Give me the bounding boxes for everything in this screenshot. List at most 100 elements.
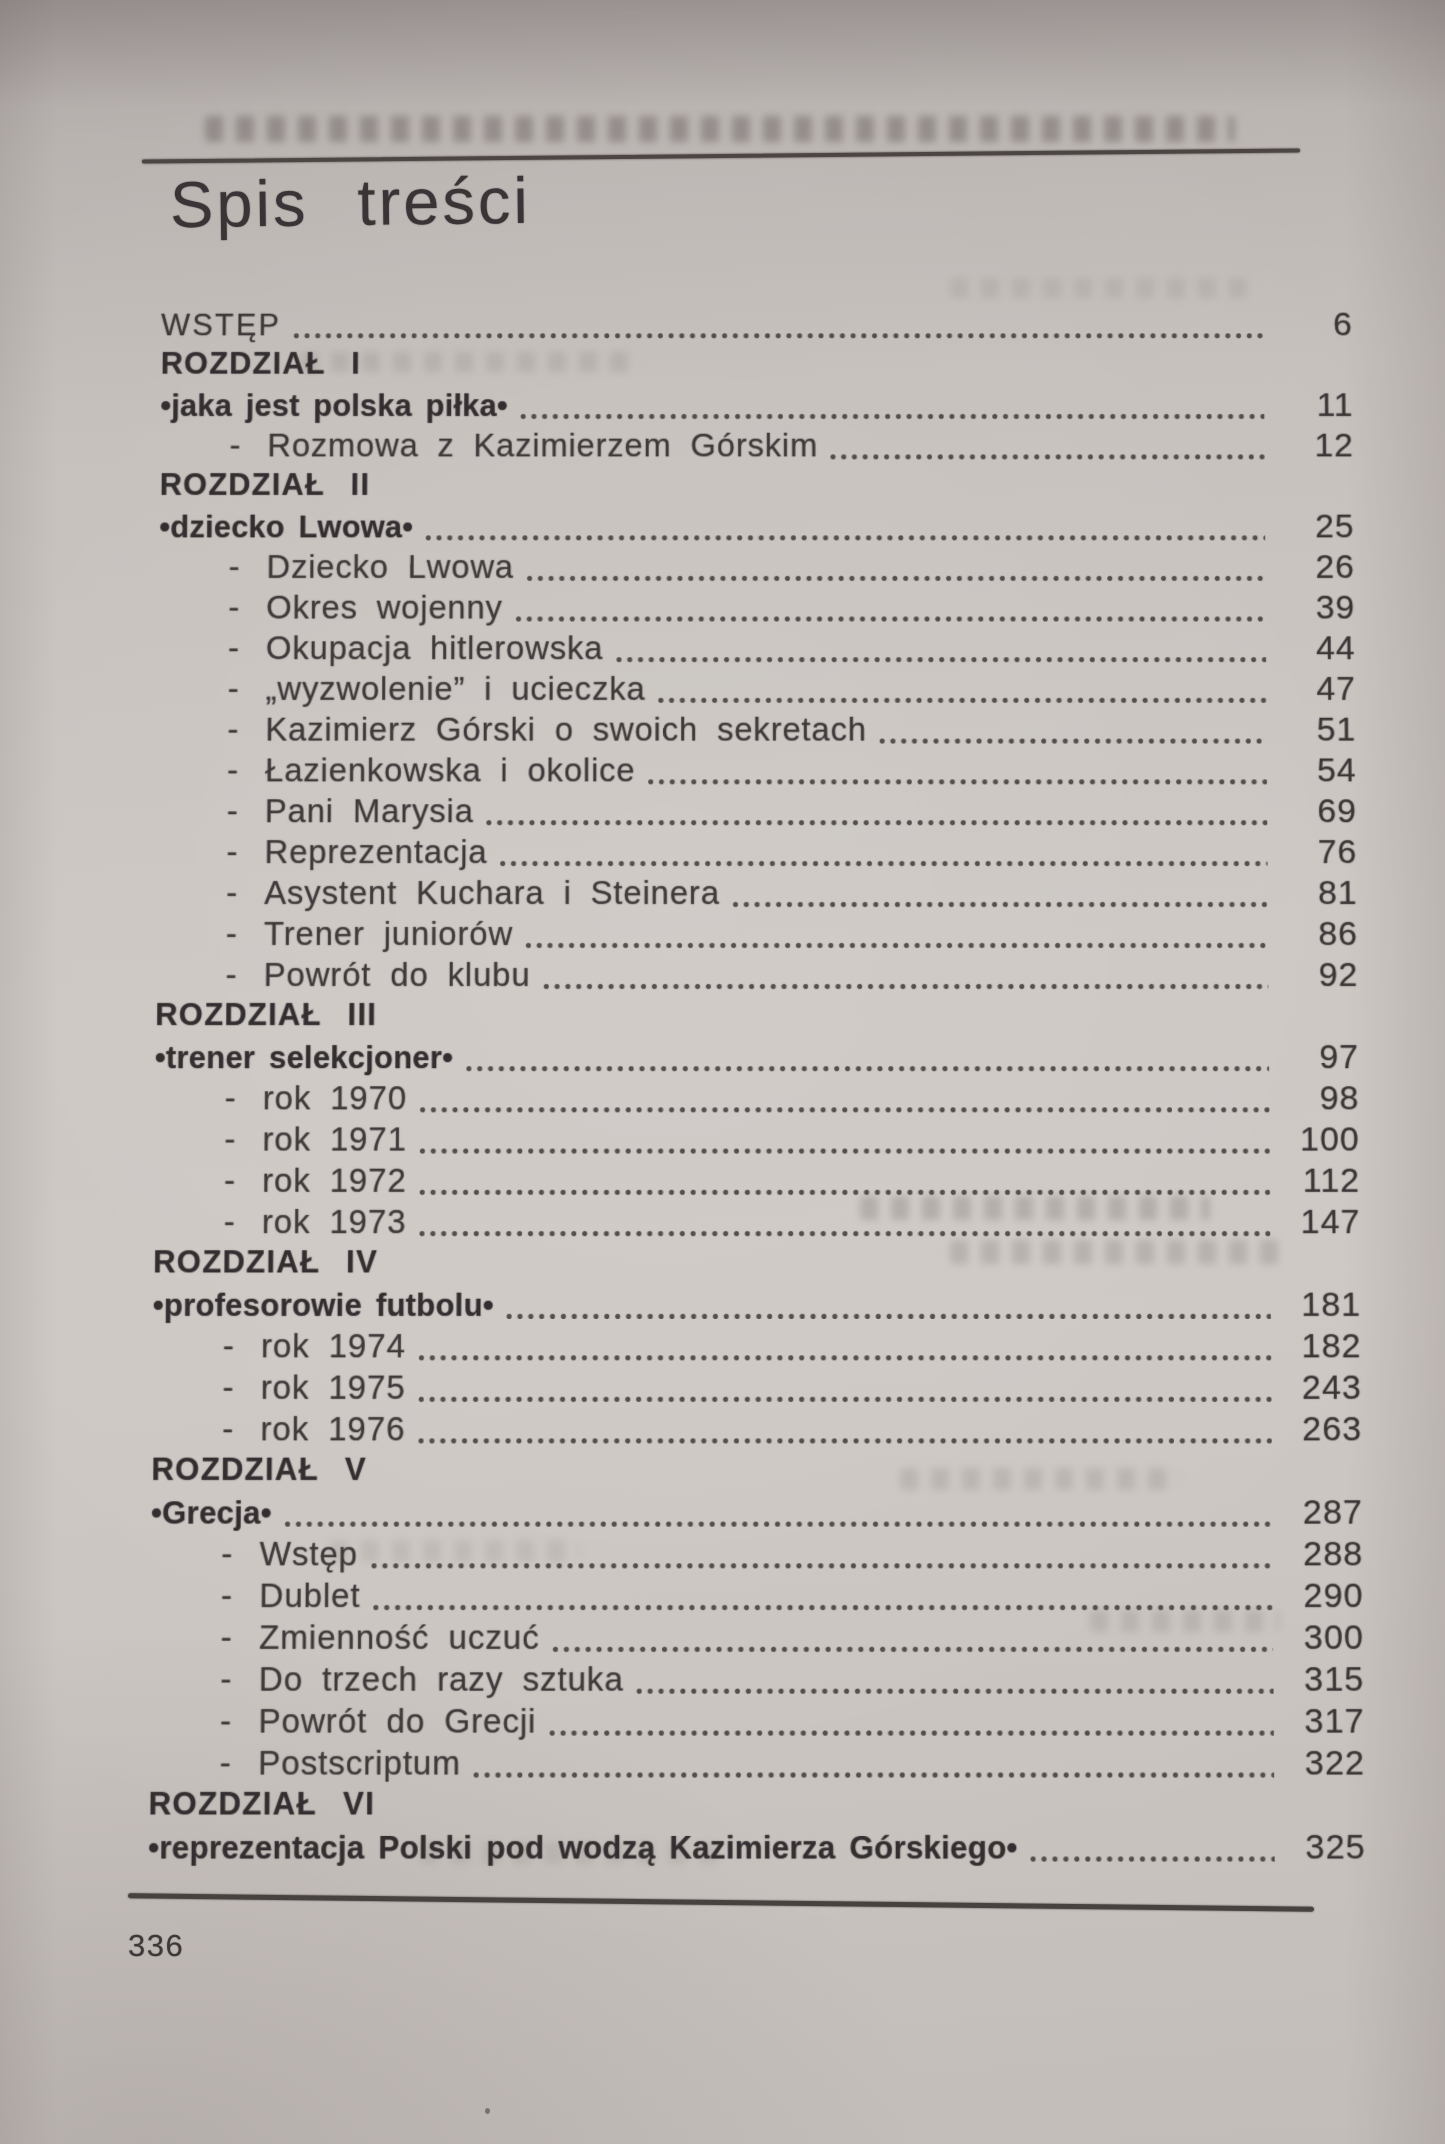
toc-item-dash: - (220, 1618, 232, 1657)
toc-entry-label: Okupacja hitlerowska (265, 629, 604, 667)
show-through-smudge (420, 1842, 720, 1864)
toc-entry-page-number: 112 (1302, 1161, 1361, 1200)
toc-entry-label: •Grecja• (150, 1495, 272, 1531)
toc-entry-label: Trener juniorów (263, 915, 514, 952)
toc-item-dash: - (224, 1079, 236, 1117)
toc-row-section: •profesorowie futbolu• 181 (153, 1286, 1362, 1327)
toc-row-item: - Wstęp 288 (150, 1535, 1363, 1577)
toc-item-dash: - (227, 710, 239, 748)
toc-entry-page-number: 47 (1316, 670, 1357, 708)
dot-leader (425, 534, 1266, 542)
dot-leader (293, 332, 1264, 340)
toc-row-item: - rok 1972 112 (154, 1162, 1361, 1203)
toc-row-item: - Dziecko Lwowa 26 (159, 548, 1356, 589)
toc-row-item: - rok 1975 243 (152, 1368, 1362, 1410)
toc-item-dash: - (223, 1161, 236, 1199)
toc-entry-label: •dziecko Lwowa• (159, 509, 414, 545)
toc-entry-label: Wstęp (259, 1534, 359, 1573)
toc-entry-page-number: 51 (1316, 710, 1357, 749)
toc-entry-page-number: 290 (1303, 1576, 1364, 1616)
toc-entry-label: rok 1971 (262, 1120, 407, 1158)
toc-item-dash: - (222, 1368, 234, 1406)
toc-entry-label: rok 1973 (261, 1202, 407, 1241)
toc-entry-page-number: 315 (1303, 1660, 1365, 1699)
toc-item-dash: - (221, 1534, 233, 1573)
toc-item-dash: - (224, 1120, 236, 1158)
toc-row-chapter: ROZDZIAŁ III (155, 997, 1359, 1038)
page-title: Spis treści (169, 163, 532, 242)
toc-item-dash: - (226, 792, 238, 830)
toc-row-item: - Pani Marysia 69 (157, 792, 1358, 833)
toc-entry-page-number: 39 (1315, 588, 1356, 627)
show-through-smudge (860, 1196, 1210, 1220)
toc-entry-page-number: 81 (1317, 874, 1358, 913)
toc-row-intro: WSTĘP 6 (161, 306, 1353, 346)
toc-entry-page-number: 147 (1300, 1202, 1361, 1242)
dot-leader (731, 901, 1268, 909)
toc-entry-label: Kazimierz Górski o swoich sekretach (265, 710, 867, 748)
toc-entry-label: Rozmowa z Kazimierzem Górskim (267, 426, 819, 464)
dot-leader (372, 1604, 1273, 1612)
toc-entry-label: Powrót do klubu (263, 955, 531, 994)
dot-leader (465, 1065, 1270, 1073)
toc-row-item: - Rozmowa z Kazimierzem Górskim 12 (160, 427, 1354, 467)
toc-row-item: - Asystent Kuchara i Steinera 81 (156, 874, 1358, 915)
dot-leader (418, 1106, 1270, 1114)
toc-row-item: - Okres wojenny 39 (158, 589, 1355, 630)
toc-entry-label: rok 1972 (262, 1161, 407, 1199)
toc-entry-page-number: 86 (1318, 915, 1359, 953)
toc-entry-label: ROZDZIAŁ IV (152, 1244, 379, 1280)
toc-item-dash: - (228, 588, 240, 626)
dot-leader (548, 1729, 1274, 1737)
toc-row-item: - Okupacja hitlerowska 44 (158, 629, 1356, 670)
toc-item-dash: - (226, 874, 238, 912)
toc-entry-page-number: 100 (1299, 1120, 1360, 1159)
show-through-smudge (900, 1468, 1180, 1490)
toc-row-item: - rok 1971 100 (154, 1120, 1360, 1161)
dot-leader (505, 1312, 1271, 1320)
toc-row-chapter: ROZDZIAŁ V (151, 1452, 1363, 1494)
toc-item-dash: - (228, 548, 240, 585)
toc-item-dash: - (219, 1701, 232, 1740)
toc-entry-label: •profesorowie futbolu• (152, 1287, 495, 1323)
toc-entry-label: rok 1974 (260, 1327, 406, 1365)
dot-leader (551, 1645, 1274, 1653)
toc-row-section: •Grecja• 287 (151, 1493, 1363, 1535)
dot-leader (418, 1147, 1270, 1155)
toc-row-item: - „wyzwolenie” i ucieczka 47 (158, 670, 1357, 711)
toc-entry-label: Postscriptum (258, 1743, 461, 1782)
toc-row-item: - rok 1974 182 (152, 1327, 1362, 1368)
dot-leader (418, 1230, 1271, 1238)
dot-leader (657, 696, 1267, 704)
toc-entry-label: Powrót do Grecji (258, 1701, 537, 1740)
toc-entry-label: Łazienkowska i okolice (264, 751, 636, 789)
footer-rule (128, 1893, 1314, 1912)
toc-entry-label: ROZDZIAŁ I (160, 346, 362, 381)
toc-row-item: - Łazienkowska i okolice 54 (157, 752, 1357, 793)
header-rule (142, 148, 1300, 164)
toc-entry-page-number: 325 (1305, 1827, 1366, 1867)
dot-leader (418, 1188, 1270, 1196)
toc-row-chapter: ROZDZIAŁ I (161, 346, 1354, 386)
toc-entry-label: WSTĘP (160, 307, 282, 343)
dot-leader (647, 778, 1268, 786)
toc-row-item: - rok 1973 147 (153, 1202, 1361, 1244)
toc-entry-label: rok 1975 (260, 1368, 406, 1406)
dot-leader (417, 1395, 1272, 1403)
folio-page-number: 336 (128, 1928, 185, 1963)
toc-entry-page-number: 300 (1303, 1618, 1365, 1658)
toc-item-dash: - (225, 915, 238, 952)
dot-leader (485, 819, 1268, 827)
dot-leader (635, 1687, 1274, 1695)
toc-row-item: - Trener juniorów 86 (156, 915, 1359, 956)
dot-leader (499, 860, 1268, 868)
toc-entry-label: •trener selekcjoner• (154, 1040, 454, 1076)
toc-row-section: •jaka jest polska piłka• 11 (160, 386, 1354, 426)
toc-entry-label: ROZDZIAŁ III (155, 997, 378, 1033)
show-through-smudge (330, 1540, 580, 1562)
toc-item-dash: - (229, 426, 241, 464)
toc-entry-label: rok 1976 (260, 1409, 406, 1448)
toc-item-dash: - (222, 1409, 234, 1448)
dot-leader (283, 1520, 1273, 1528)
